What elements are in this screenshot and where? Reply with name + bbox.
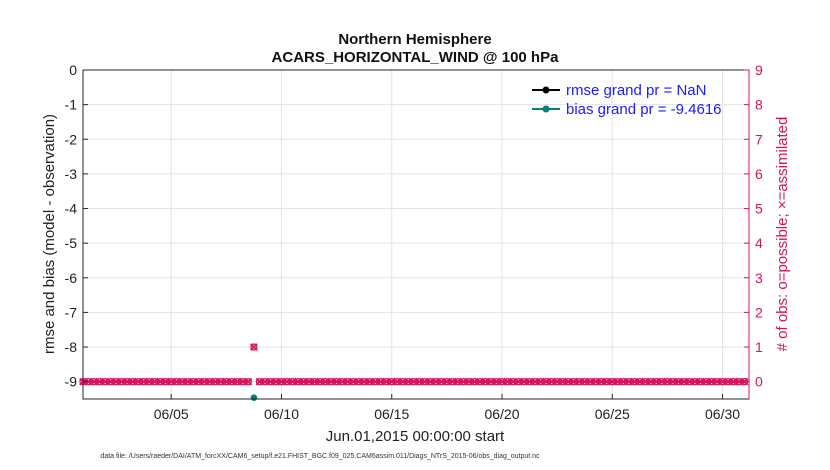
y-tick-label: 0	[69, 62, 77, 78]
chart-title-line-1: Northern Hemisphere	[338, 31, 491, 48]
data-file-footnote: data file: /Users/raeder/DAI/ATM_forcXX/…	[100, 453, 540, 460]
obs-assimilated-marker	[244, 377, 253, 386]
y-tick-label: -2	[65, 131, 78, 147]
legend-rmse-marker	[542, 86, 550, 94]
grid	[83, 69, 749, 399]
y-right-tick-label: 3	[755, 270, 763, 286]
chart-title-line-2: ACARS_HORIZONTAL_WIND @ 100 hPa	[272, 49, 560, 66]
legend-bias-marker	[542, 105, 550, 113]
y-right-tick-label: 1	[755, 339, 763, 355]
y-right-tick-label: 2	[755, 304, 763, 320]
y-axis-ticks: 0 -1 -2 -3 -4 -5 -6 -7 -8 -9	[65, 62, 88, 390]
x-tick-label: 06/20	[484, 406, 519, 422]
y-tick-label: -6	[65, 270, 78, 286]
y-axis-right-label: # of obs: o=possible; ×=assimilated	[774, 117, 791, 352]
x-tick-label: 06/10	[264, 406, 299, 422]
y-axis-right-ticks: 0 1 2 3 4 5 6 7 8 9	[744, 62, 763, 390]
y-tick-label: -9	[65, 374, 78, 390]
obs-possible-marker	[244, 378, 253, 386]
obs-possible-marker	[250, 343, 258, 351]
legend: rmse grand pr = NaN bias grand pr = -9.4…	[532, 82, 722, 118]
y-right-tick-label: 9	[755, 62, 763, 78]
series-layer	[250, 394, 258, 401]
x-tick-label: 06/25	[595, 406, 630, 422]
y-tick-label: -4	[65, 201, 78, 217]
y-right-tick-label: 0	[755, 374, 763, 390]
series-point	[250, 394, 258, 401]
y-right-tick-label: 6	[755, 166, 763, 182]
y-tick-label: -3	[65, 166, 78, 182]
legend-rmse-label: rmse grand pr = NaN	[566, 82, 706, 99]
y-axis-label: rmse and bias (model - observation)	[41, 114, 58, 354]
x-axis-label: Jun.01,2015 00:00:00 start	[326, 428, 505, 445]
y-tick-label: -7	[65, 304, 78, 320]
plot-area	[83, 70, 749, 399]
y-right-tick-label: 5	[755, 201, 763, 217]
y-tick-label: -1	[65, 97, 78, 113]
legend-bias-label: bias grand pr = -9.4616	[566, 101, 722, 118]
obs-count-layer	[79, 343, 749, 386]
y-tick-label: -8	[65, 339, 78, 355]
obs-assimilated-marker	[250, 343, 258, 351]
x-axis-ticks: 06/05 06/10 06/15 06/20 06/25 06/30	[154, 394, 740, 422]
y-tick-label: -5	[65, 235, 78, 251]
y-right-tick-label: 4	[755, 235, 763, 251]
y-right-tick-label: 8	[755, 97, 763, 113]
y-right-tick-label: 7	[755, 131, 763, 147]
x-tick-label: 06/30	[705, 406, 740, 422]
x-tick-label: 06/05	[154, 406, 189, 422]
x-tick-label: 06/15	[374, 406, 409, 422]
